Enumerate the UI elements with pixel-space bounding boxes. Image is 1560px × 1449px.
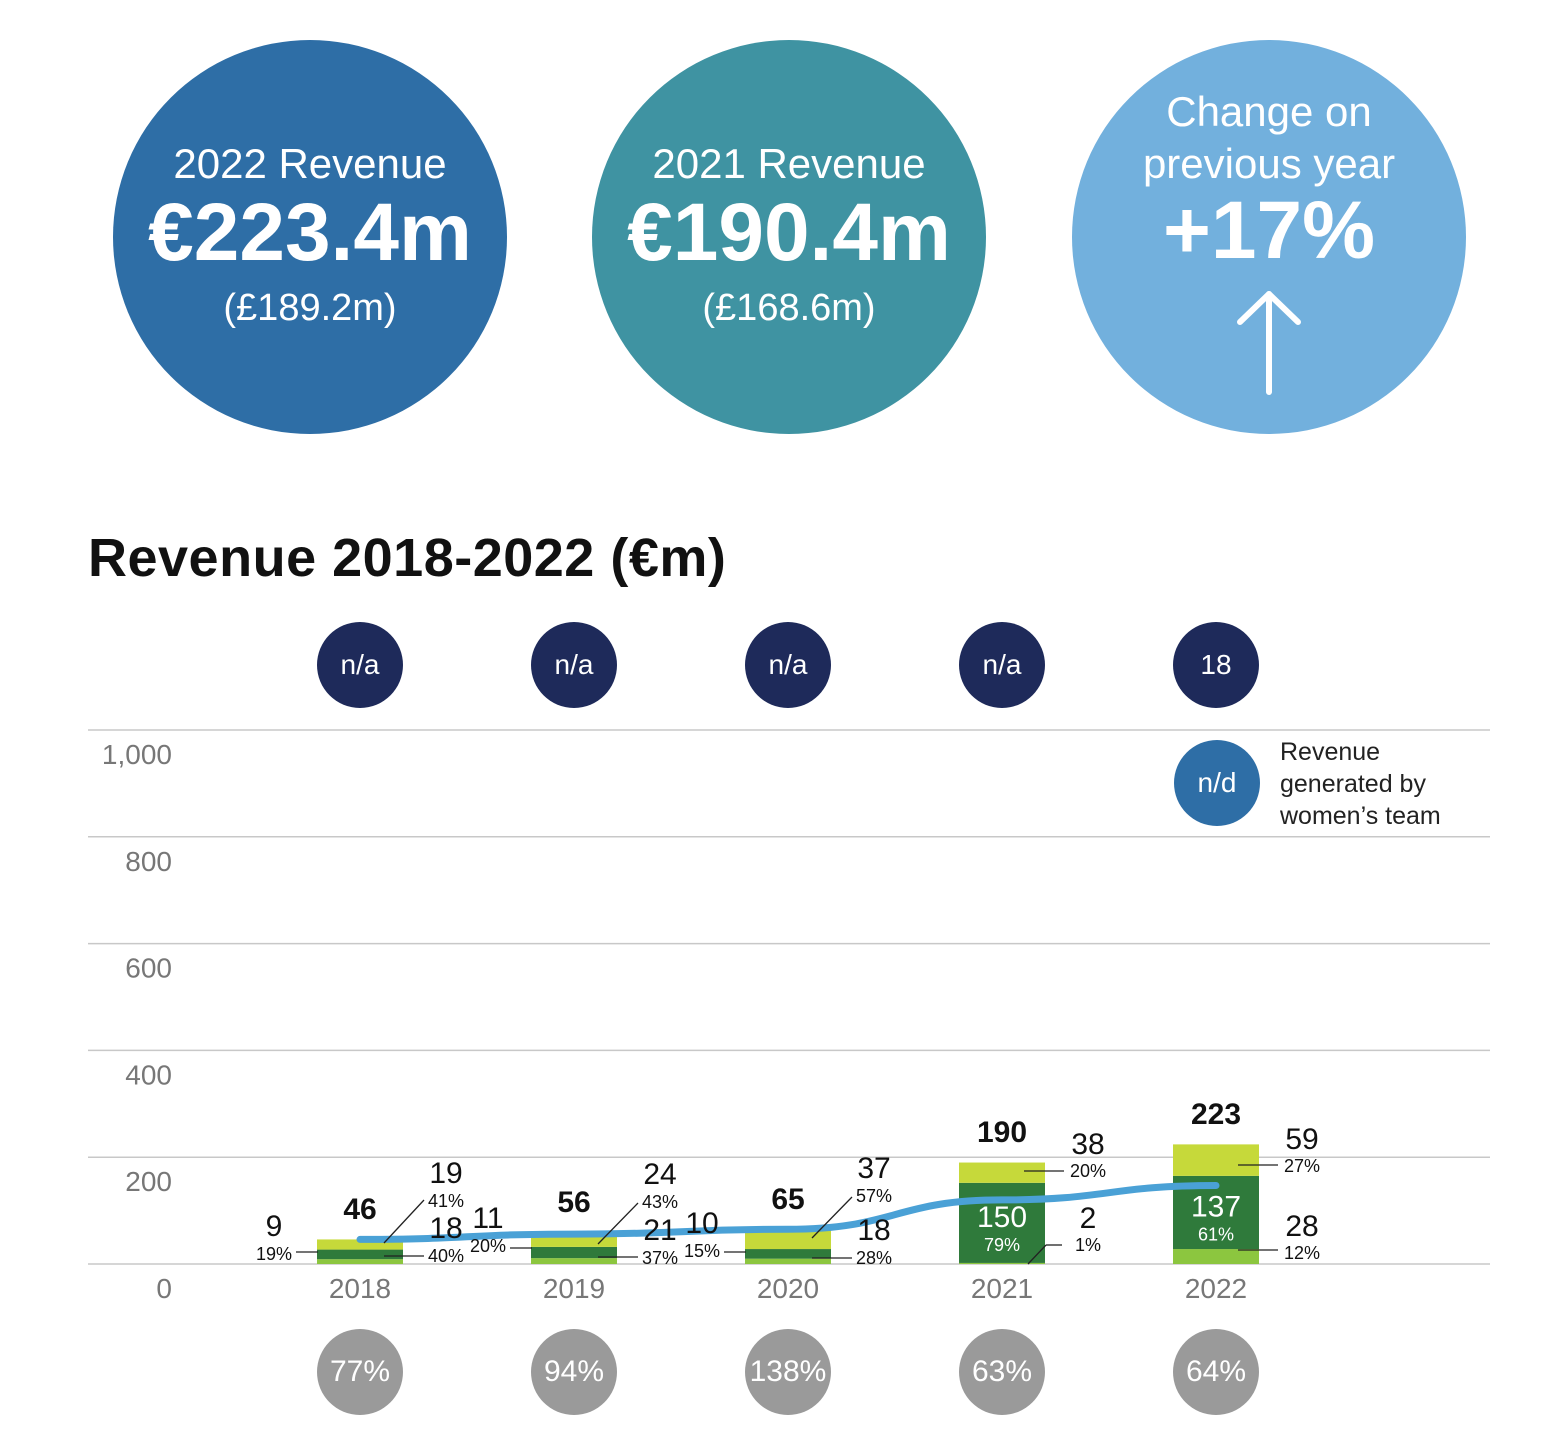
value-label: 10 xyxy=(685,1207,718,1240)
value-label: 28 xyxy=(1285,1210,1318,1243)
top-badge-2019: n/a xyxy=(531,622,617,708)
value-label: 37 xyxy=(857,1152,890,1185)
x-tick-label: 2019 xyxy=(543,1273,605,1304)
total-label: 223 xyxy=(1191,1098,1241,1131)
value-label: 9 xyxy=(266,1210,283,1243)
pct-label: 27% xyxy=(1284,1156,1320,1176)
bar-segment xyxy=(959,1262,1045,1264)
chart-title: Revenue 2018-2022 (€m) xyxy=(88,528,727,588)
bottom-badge-2019: 94% xyxy=(531,1329,617,1415)
kpi-value: €223.4m xyxy=(148,187,472,278)
y-tick-label: 1,000 xyxy=(102,739,172,770)
x-tick-label: 2021 xyxy=(971,1273,1033,1304)
bar-segment xyxy=(1173,1249,1259,1264)
kpi-label: 2021 Revenue xyxy=(652,140,926,187)
series-line xyxy=(356,1182,1220,1243)
bar-segment xyxy=(959,1162,1045,1183)
value-label: 18 xyxy=(857,1214,890,1247)
value-label: 11 xyxy=(472,1202,503,1235)
kpi-label-line1: Change on xyxy=(1166,88,1372,135)
bottom-badge-2020: 138% xyxy=(745,1329,831,1415)
pct-label: 1% xyxy=(1075,1235,1101,1255)
leader-line xyxy=(383,1199,425,1244)
x-tick-label: 2020 xyxy=(757,1273,819,1304)
bottom-badge-2022: 64% xyxy=(1173,1329,1259,1415)
kpi-sub: (£168.6m) xyxy=(702,287,876,329)
x-tick-label: 2018 xyxy=(329,1273,391,1304)
pct-label: 12% xyxy=(1284,1243,1320,1263)
kpi-sub: (£189.2m) xyxy=(223,287,397,329)
bottom-badge-2021: 63% xyxy=(959,1329,1045,1415)
y-tick-label: 200 xyxy=(125,1166,172,1197)
leader-line xyxy=(1027,1244,1047,1265)
total-label: 190 xyxy=(977,1116,1027,1149)
value-label: 21 xyxy=(643,1214,676,1247)
arrow-up-icon xyxy=(1072,288,1466,401)
y-tick-label: 400 xyxy=(125,1059,172,1090)
pct-label: 20% xyxy=(1070,1161,1106,1181)
kpi-2021-revenue: 2021 Revenue €190.4m (£168.6m) xyxy=(592,40,986,434)
kpi-label: 2022 Revenue xyxy=(173,140,447,187)
kpi-value: +17% xyxy=(1162,185,1375,276)
value-label: 24 xyxy=(643,1158,676,1191)
bar-segment xyxy=(745,1249,831,1259)
bar-segment xyxy=(317,1259,403,1264)
kpi-2022-revenue: 2022 Revenue €223.4m (£189.2m) xyxy=(113,40,507,434)
kpi-change: Change on previous year +17% xyxy=(1072,40,1466,434)
legend-badge: n/d xyxy=(1174,740,1260,826)
pct-label: 41% xyxy=(428,1191,464,1211)
value-label: 18 xyxy=(429,1212,462,1245)
bar-segment xyxy=(531,1246,617,1259)
value-label: 19 xyxy=(429,1157,462,1190)
top-badge-2018: n/a xyxy=(317,622,403,708)
pct-label: 79% xyxy=(984,1235,1020,1255)
bar-segment xyxy=(745,1229,831,1250)
total-label: 65 xyxy=(771,1183,804,1216)
legend-text-line2: generated by xyxy=(1280,770,1426,798)
x-tick-label: 2022 xyxy=(1185,1273,1247,1304)
pct-label: 20% xyxy=(470,1236,506,1256)
value-label: 150 xyxy=(977,1201,1027,1234)
y-tick-label: 800 xyxy=(125,846,172,877)
bar-segment xyxy=(317,1249,403,1260)
top-badge-2022: 18 xyxy=(1173,622,1259,708)
legend-text-line1: Revenue xyxy=(1280,738,1381,766)
y-tick-label: 600 xyxy=(125,953,172,984)
value-label: 137 xyxy=(1191,1190,1241,1223)
kpi-label-line2: previous year xyxy=(1142,140,1396,187)
bar-segment xyxy=(1173,1144,1259,1176)
value-label: 2 xyxy=(1080,1202,1097,1235)
pct-label: 43% xyxy=(642,1192,678,1212)
legend-text-line3: women’s team xyxy=(1280,802,1441,830)
bar-segment xyxy=(745,1258,831,1264)
pct-label: 61% xyxy=(1198,1224,1234,1244)
leader-line xyxy=(811,1196,853,1239)
pct-label: 15% xyxy=(684,1241,720,1261)
bottom-badge-2018: 77% xyxy=(317,1329,403,1415)
pct-label: 37% xyxy=(642,1248,678,1268)
pct-label: 57% xyxy=(856,1186,892,1206)
bar-segment xyxy=(531,1258,617,1264)
value-label: 59 xyxy=(1285,1123,1318,1156)
y-tick-label: 0 xyxy=(156,1273,172,1304)
value-label: 38 xyxy=(1071,1128,1104,1161)
pct-label: 40% xyxy=(428,1246,464,1266)
top-badge-2021: n/a xyxy=(959,622,1045,708)
legend-text: Revenue generated by women’s team xyxy=(1280,736,1441,832)
pct-label: 19% xyxy=(256,1244,292,1264)
leader-line xyxy=(597,1202,639,1245)
bar-segment xyxy=(317,1239,403,1250)
pct-label: 28% xyxy=(856,1248,892,1268)
top-badge-2020: n/a xyxy=(745,622,831,708)
total-label: 56 xyxy=(557,1186,590,1219)
total-label: 46 xyxy=(343,1193,376,1226)
kpi-value: €190.4m xyxy=(627,187,951,278)
